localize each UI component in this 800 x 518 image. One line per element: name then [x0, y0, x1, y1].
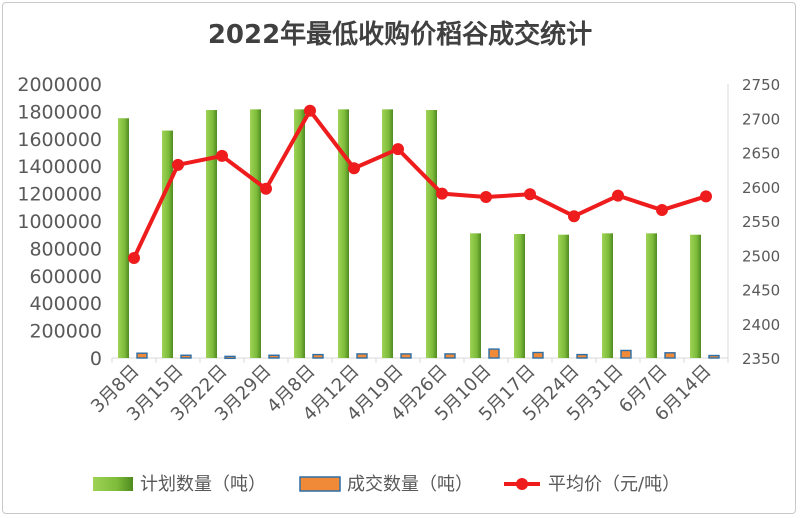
legend-label-price: 平均价（元/吨） [548, 474, 680, 495]
average-price-point [348, 162, 360, 175]
y-left-tick-label: 0 [90, 348, 102, 370]
y-right-tick-label: 2500 [742, 247, 780, 265]
chart-title: 2022年最低收购价稻谷成交统计 [207, 20, 593, 50]
average-price-point [700, 190, 712, 203]
y-left-tick-label: 200000 [29, 321, 102, 343]
y-left-tick-label: 1400000 [17, 156, 102, 178]
bars [118, 109, 720, 360]
y-right-tick-label: 2650 [742, 145, 780, 163]
average-price-point [612, 189, 624, 202]
legend-swatch-price-point [516, 478, 528, 490]
legend-label-traded: 成交数量（吨） [347, 474, 473, 495]
planned-quantity-bar [558, 234, 569, 358]
y-right-tick-label: 2700 [742, 110, 780, 128]
traded-quantity-bar [664, 352, 676, 359]
traded-quantity-bar [224, 355, 236, 360]
traded-quantity-bar [708, 354, 720, 359]
traded-quantity-bar [576, 353, 588, 359]
average-price-point [480, 191, 492, 204]
traded-quantity-bar [620, 349, 632, 359]
y-left-tick-label: 1200000 [17, 184, 102, 206]
traded-quantity-bar [400, 353, 412, 359]
y-right-tick-label: 2350 [742, 350, 780, 368]
y-right-tick-label: 2600 [742, 179, 780, 197]
average-price-point [656, 204, 668, 217]
traded-quantity-bar [268, 354, 280, 359]
planned-quantity-bar [294, 109, 305, 358]
y-right-tick-label: 2400 [742, 316, 780, 334]
average-price-point [436, 187, 448, 200]
price-line [128, 104, 712, 264]
planned-quantity-bar [602, 233, 613, 358]
average-price-point [172, 158, 184, 171]
y-left-tick-label: 2000000 [17, 74, 102, 96]
y-right-tick-label: 2750 [742, 76, 780, 94]
planned-quantity-bar [426, 110, 437, 358]
traded-quantity-bar [488, 348, 500, 359]
legend-label-planned: 计划数量（吨） [140, 474, 266, 495]
y-right-tick-label: 2450 [742, 282, 780, 300]
planned-quantity-bar [118, 118, 129, 358]
average-price-point [392, 143, 404, 156]
y-left-tick-label: 800000 [29, 238, 102, 260]
legend-swatch-traded [299, 476, 341, 492]
average-price-point [260, 182, 272, 195]
average-price-point [524, 188, 536, 201]
planned-quantity-bar [690, 234, 701, 358]
average-price-point [128, 251, 140, 264]
traded-quantity-bar [356, 353, 368, 359]
planned-quantity-bar [206, 110, 217, 358]
planned-quantity-bar [514, 234, 525, 358]
traded-quantity-bar [312, 353, 324, 359]
planned-quantity-bar [382, 109, 393, 358]
legend-swatch-planned [93, 477, 133, 491]
y-left-tick-label: 600000 [29, 266, 102, 288]
planned-quantity-bar [646, 233, 657, 358]
y-right-tick-label: 2550 [742, 213, 780, 231]
average-price-point [216, 149, 228, 162]
axes: 0 200000 400000 600000 800000 1000000 1200000 1… [17, 74, 780, 425]
y-left-tick-label: 1800000 [17, 101, 102, 123]
legend: 计划数量（吨） 成交数量（吨） 平均价（元/吨） [93, 474, 680, 495]
planned-quantity-bar [338, 109, 349, 358]
traded-quantity-bar [180, 354, 192, 359]
average-price-point [304, 104, 316, 117]
average-price-point [568, 210, 580, 223]
planned-quantity-bar [162, 130, 173, 358]
planned-quantity-bar [250, 109, 261, 358]
planned-quantity-bar [470, 233, 481, 358]
traded-quantity-bar [136, 352, 148, 359]
y-left-tick-label: 400000 [29, 293, 102, 315]
traded-quantity-bar [444, 353, 456, 359]
average-price-line [132, 108, 707, 259]
y-left-tick-label: 1600000 [17, 129, 102, 151]
traded-quantity-bar [532, 351, 544, 359]
y-left-tick-label: 1000000 [17, 211, 102, 233]
